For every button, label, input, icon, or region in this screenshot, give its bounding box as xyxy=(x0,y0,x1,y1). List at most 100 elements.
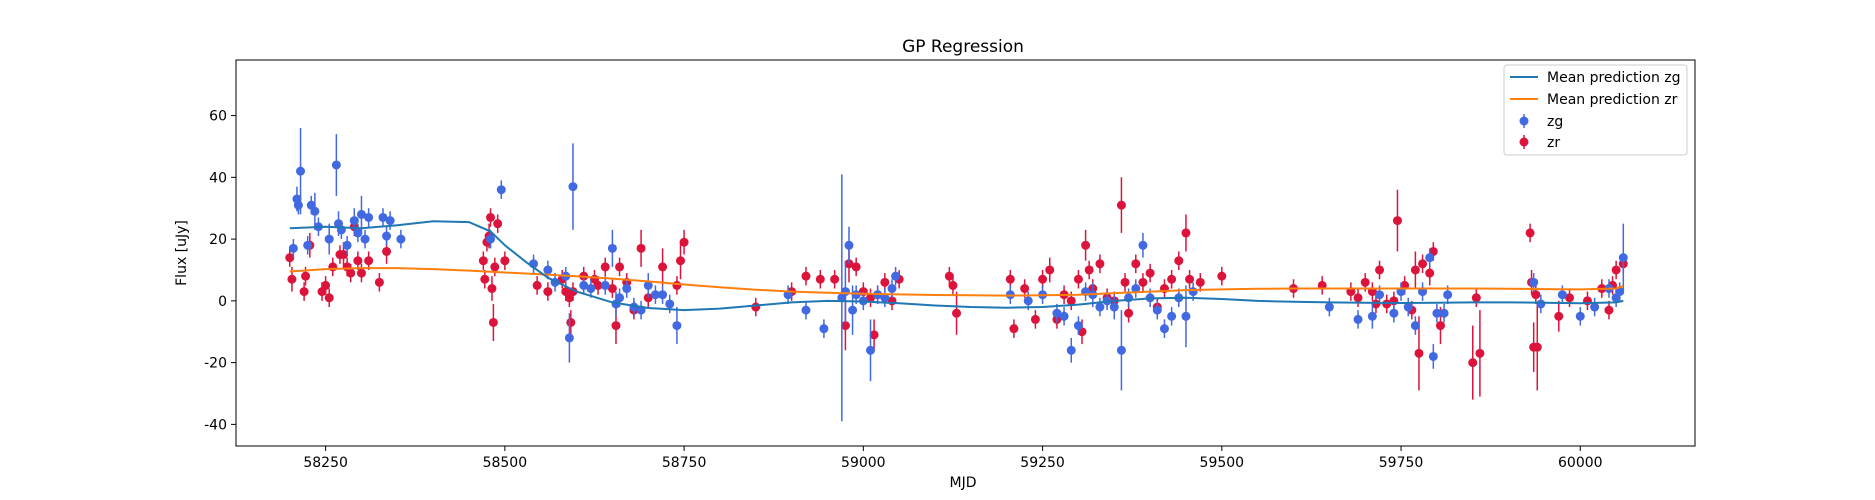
x-tick-label: 58250 xyxy=(303,455,348,471)
zr-point xyxy=(1371,299,1381,309)
zr-point xyxy=(1073,274,1083,284)
zr-point xyxy=(356,268,366,278)
zg-point xyxy=(293,200,303,210)
zr-point xyxy=(1217,271,1227,281)
zr-point xyxy=(486,212,496,222)
zr-point xyxy=(532,280,542,290)
zg-point xyxy=(353,228,363,238)
y-tick-label: 20 xyxy=(209,232,227,248)
zr-point xyxy=(830,274,840,284)
zr-point xyxy=(1181,228,1191,238)
zr-point xyxy=(339,250,349,260)
zr-point xyxy=(672,280,682,290)
zg-point xyxy=(840,287,850,297)
zg-point xyxy=(543,265,553,275)
zr-point xyxy=(1195,277,1205,287)
zr-point xyxy=(1425,268,1435,278)
x-tick-label: 58500 xyxy=(483,455,528,471)
zr-point xyxy=(1030,314,1040,324)
zg-point xyxy=(1073,321,1083,331)
series-zg-points xyxy=(288,127,1628,422)
y-tick-label: 60 xyxy=(209,109,227,125)
x-tick-label: 59750 xyxy=(1379,455,1424,471)
zg-point xyxy=(851,290,861,300)
zr-point xyxy=(1009,324,1019,334)
zr-point xyxy=(285,253,295,263)
zr-point xyxy=(1138,277,1148,287)
zr-point xyxy=(287,274,297,284)
zg-point xyxy=(310,206,320,216)
zg-point xyxy=(1159,324,1169,334)
zr-point xyxy=(600,262,610,272)
zg-point xyxy=(672,321,682,331)
zr-point xyxy=(751,302,761,312)
y-tick-label: -20 xyxy=(204,356,227,372)
zr-point xyxy=(1116,200,1126,210)
zr-point xyxy=(1120,277,1130,287)
legend-box xyxy=(1503,64,1688,156)
zg-point xyxy=(288,243,298,253)
zg-point xyxy=(1439,308,1449,318)
zg-point xyxy=(568,182,578,192)
zr-point xyxy=(374,277,384,287)
zr-point xyxy=(1045,265,1055,275)
zg-point xyxy=(1410,321,1420,331)
zg-point xyxy=(382,231,392,241)
zr-point xyxy=(1020,284,1030,294)
zg-point xyxy=(564,333,574,343)
zr-point xyxy=(1532,342,1542,352)
zg-point xyxy=(1618,253,1628,263)
zr-point xyxy=(1124,308,1134,318)
zg-point xyxy=(1109,302,1119,312)
chart-title: GP Regression xyxy=(902,37,1024,57)
zr-point xyxy=(488,317,498,327)
zr-point xyxy=(346,268,356,278)
zr-point xyxy=(299,287,309,297)
zg-point xyxy=(1059,311,1069,321)
zg-point xyxy=(1116,345,1126,355)
zr-point xyxy=(480,274,490,284)
zr-point xyxy=(382,246,392,256)
zr-point xyxy=(593,280,603,290)
zr-point xyxy=(658,262,668,272)
x-axis-label: MJD xyxy=(950,475,977,491)
zr-point xyxy=(611,321,621,331)
zr-point xyxy=(1525,228,1535,238)
zg-point xyxy=(1557,290,1567,300)
zr-point xyxy=(1066,296,1076,306)
zr-point xyxy=(353,256,363,266)
zg-point xyxy=(844,240,854,250)
zg-point xyxy=(600,280,610,290)
legend-label-zr: zr xyxy=(1547,135,1560,151)
zg-point xyxy=(385,216,395,226)
zr-point xyxy=(815,274,825,284)
zg-point xyxy=(1529,277,1539,287)
zg-point xyxy=(303,240,313,250)
zg-point xyxy=(331,160,341,170)
zg-point xyxy=(665,299,675,309)
zr-point xyxy=(1410,265,1420,275)
zr-point xyxy=(1554,311,1564,321)
zg-point xyxy=(880,293,890,303)
zr-point xyxy=(324,293,334,303)
zr-point xyxy=(851,262,861,272)
zg-point xyxy=(1590,302,1600,312)
zg-point xyxy=(1375,290,1385,300)
zr-point xyxy=(840,321,850,331)
zr-point xyxy=(1565,293,1575,303)
zg-point xyxy=(1066,345,1076,355)
zg-point xyxy=(396,234,406,244)
zr-point xyxy=(1604,305,1614,315)
zr-point xyxy=(615,262,625,272)
zg-point xyxy=(643,280,653,290)
zr-point xyxy=(487,284,497,294)
zg-point xyxy=(1536,299,1546,309)
zr-point xyxy=(543,287,553,297)
zg-point xyxy=(1131,284,1141,294)
zg-point xyxy=(1167,311,1177,321)
zr-point xyxy=(636,243,646,253)
zg-point xyxy=(1428,351,1438,361)
zg-point xyxy=(586,284,596,294)
zg-point xyxy=(296,166,306,176)
zr-point xyxy=(1435,321,1445,331)
